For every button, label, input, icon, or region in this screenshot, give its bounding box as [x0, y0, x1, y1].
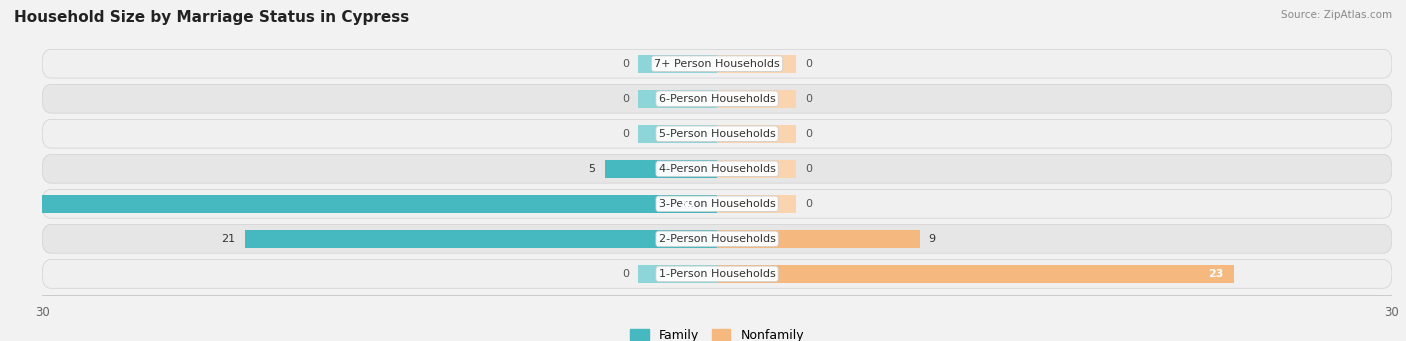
- Bar: [717, 265, 1234, 283]
- Text: 0: 0: [804, 199, 811, 209]
- Bar: [717, 90, 796, 108]
- Text: 30: 30: [679, 199, 695, 209]
- Text: 0: 0: [623, 269, 630, 279]
- Text: 0: 0: [623, 94, 630, 104]
- FancyBboxPatch shape: [42, 49, 1392, 78]
- Text: 5: 5: [589, 164, 596, 174]
- Text: 5-Person Households: 5-Person Households: [658, 129, 776, 139]
- Bar: [245, 230, 717, 248]
- Text: 21: 21: [222, 234, 236, 244]
- Text: 0: 0: [804, 129, 811, 139]
- Text: 0: 0: [804, 164, 811, 174]
- Text: 0: 0: [623, 59, 630, 69]
- Text: 3-Person Households: 3-Person Households: [658, 199, 776, 209]
- FancyBboxPatch shape: [42, 190, 1392, 218]
- Text: 2-Person Households: 2-Person Households: [658, 234, 776, 244]
- Bar: [717, 230, 920, 248]
- FancyBboxPatch shape: [42, 224, 1392, 253]
- Bar: [605, 160, 717, 178]
- Bar: [717, 125, 796, 143]
- Bar: [638, 265, 717, 283]
- Text: 1-Person Households: 1-Person Households: [658, 269, 776, 279]
- Text: Source: ZipAtlas.com: Source: ZipAtlas.com: [1281, 10, 1392, 20]
- Text: 23: 23: [1208, 269, 1223, 279]
- Text: 6-Person Households: 6-Person Households: [658, 94, 776, 104]
- Legend: Family, Nonfamily: Family, Nonfamily: [626, 324, 808, 341]
- Bar: [638, 90, 717, 108]
- FancyBboxPatch shape: [42, 84, 1392, 113]
- Text: Household Size by Marriage Status in Cypress: Household Size by Marriage Status in Cyp…: [14, 10, 409, 25]
- Text: 0: 0: [804, 59, 811, 69]
- Text: 0: 0: [804, 94, 811, 104]
- Bar: [42, 195, 717, 213]
- Text: 4-Person Households: 4-Person Households: [658, 164, 776, 174]
- Bar: [717, 195, 796, 213]
- Text: 7+ Person Households: 7+ Person Households: [654, 59, 780, 69]
- Bar: [638, 55, 717, 73]
- Text: 9: 9: [928, 234, 935, 244]
- Bar: [717, 160, 796, 178]
- FancyBboxPatch shape: [42, 154, 1392, 183]
- Bar: [717, 55, 796, 73]
- FancyBboxPatch shape: [42, 260, 1392, 288]
- FancyBboxPatch shape: [42, 119, 1392, 148]
- Bar: [638, 125, 717, 143]
- Text: 0: 0: [623, 129, 630, 139]
